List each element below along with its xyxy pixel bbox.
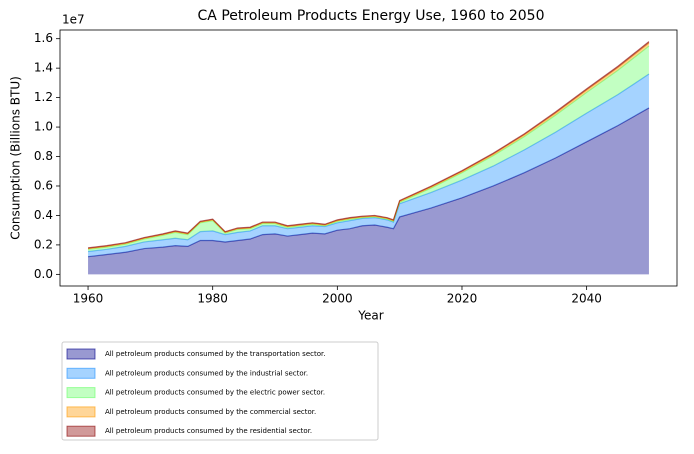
- x-tick-label: 2020: [447, 292, 478, 306]
- legend-box: [61, 341, 379, 441]
- legend-label: All petroleum products consumed by the r…: [105, 427, 312, 435]
- legend-swatch: [66, 348, 96, 360]
- x-axis-label: Year: [357, 309, 383, 323]
- area-edge: [87, 42, 650, 250]
- plot-frame: [59, 29, 678, 287]
- x-tick-label: 1960: [73, 292, 104, 306]
- legend-label: All petroleum products consumed by the e…: [105, 389, 325, 397]
- area-fill: [88, 107, 649, 275]
- y-tick-label: 0.4: [34, 208, 53, 222]
- x-tick-label: 1980: [197, 292, 228, 306]
- legend-swatch: [66, 367, 96, 379]
- y-tick-label: 1.4: [34, 61, 53, 75]
- axis-offset: 1e7: [62, 13, 85, 27]
- area-fill: [88, 74, 649, 257]
- legend-swatch: [66, 425, 96, 437]
- y-tick-label: 0.0: [34, 267, 53, 281]
- legend-swatch: [66, 406, 96, 418]
- y-tick-label: 1.2: [34, 90, 53, 104]
- legend-label: All petroleum products consumed by the c…: [105, 408, 316, 416]
- y-tick-label: 1.6: [34, 31, 53, 45]
- area-edge: [87, 107, 650, 258]
- area-edge: [87, 45, 650, 250]
- legend-label: All petroleum products consumed by the i…: [105, 369, 308, 377]
- area-edge: [87, 73, 650, 253]
- y-tick-label: 0.2: [34, 237, 53, 251]
- legend-label: All petroleum products consumed by the t…: [105, 350, 325, 358]
- area-edge: [87, 41, 650, 249]
- chart-title: CA Petroleum Products Energy Use, 1960 t…: [198, 8, 545, 24]
- y-tick-label: 0.6: [34, 178, 53, 192]
- x-tick-label: 2040: [571, 292, 602, 306]
- y-tick-label: 1.0: [34, 120, 53, 134]
- x-tick-label: 2000: [322, 292, 353, 306]
- y-axis-label: Consumption (Billions BTU): [9, 76, 23, 240]
- y-tick-label: 0.8: [34, 149, 53, 163]
- legend-swatch: [66, 387, 96, 399]
